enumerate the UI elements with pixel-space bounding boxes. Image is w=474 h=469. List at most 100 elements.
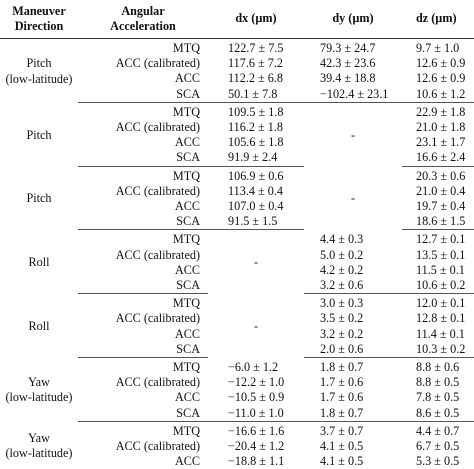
dx-cell: 107.0 ± 0.4 <box>208 199 304 214</box>
dy-merged-cell: - <box>304 166 402 230</box>
acceleration-cell: MTQ <box>78 39 208 57</box>
dy-cell: 4.2 ± 0.2 <box>304 263 402 278</box>
dy-cell: 3.5 ± 0.2 <box>304 311 402 326</box>
dz-cell: 13.5 ± 0.1 <box>402 248 474 263</box>
dz-cell: 18.6 ± 1.5 <box>402 214 474 230</box>
acceleration-cell: ACC <box>78 199 208 214</box>
dx-cell: 116.2 ± 1.8 <box>208 120 304 135</box>
dx-cell: −16.6 ± 1.6 <box>208 421 304 439</box>
dz-cell: 19.7 ± 0.4 <box>402 199 474 214</box>
maneuver-direction-cell: Yaw(low-latitude) <box>0 358 78 422</box>
acceleration-cell: MTQ <box>78 166 208 184</box>
dz-cell: 7.8 ± 0.5 <box>402 390 474 405</box>
acceleration-cell: MTQ <box>78 102 208 120</box>
header-angular-acceleration: Angular Acceleration <box>78 0 208 39</box>
dz-cell: 11.5 ± 0.1 <box>402 263 474 278</box>
maneuver-direction-cell: Roll <box>0 294 78 358</box>
dz-cell: 8.8 ± 0.6 <box>402 358 474 376</box>
dz-cell: 12.8 ± 0.1 <box>402 311 474 326</box>
header-dz: dz (µm) <box>402 0 474 39</box>
dy-cell: 5.0 ± 0.2 <box>304 248 402 263</box>
acceleration-cell: ACC (calibrated) <box>78 439 208 454</box>
dy-cell: 1.7 ± 0.6 <box>304 375 402 390</box>
dy-cell: 3.2 ± 0.2 <box>304 327 402 342</box>
dx-cell: −11.0 ± 1.0 <box>208 406 304 422</box>
dx-cell: 105.6 ± 1.8 <box>208 135 304 150</box>
dx-merged-cell: - <box>208 230 304 294</box>
dy-cell: 1.8 ± 0.7 <box>304 358 402 376</box>
dz-cell: 4.4 ± 0.7 <box>402 421 474 439</box>
dy-cell: 42.3 ± 23.6 <box>304 56 402 71</box>
maneuver-direction-cell: Pitch(low-latitude) <box>0 39 78 103</box>
acceleration-cell: ACC <box>78 454 208 469</box>
dy-cell: 3.7 ± 0.7 <box>304 421 402 439</box>
dy-cell: 2.0 ± 0.6 <box>304 342 402 358</box>
dy-cell: 3.2 ± 0.6 <box>304 278 402 294</box>
acceleration-cell: ACC <box>78 135 208 150</box>
dy-cell: 3.0 ± 0.3 <box>304 294 402 312</box>
acceleration-cell: SCA <box>78 87 208 103</box>
dx-cell: −6.0 ± 1.2 <box>208 358 304 376</box>
dz-cell: 9.7 ± 1.0 <box>402 39 474 57</box>
dz-cell: 12.0 ± 0.1 <box>402 294 474 312</box>
dz-cell: 21.0 ± 0.4 <box>402 184 474 199</box>
maneuver-direction-cell: Roll <box>0 230 78 294</box>
dy-cell: −102.4 ± 23.1 <box>304 87 402 103</box>
acceleration-cell: SCA <box>78 342 208 358</box>
dx-cell: −18.8 ± 1.1 <box>208 454 304 469</box>
acceleration-cell: MTQ <box>78 230 208 248</box>
maneuver-direction-cell: Pitch <box>0 166 78 230</box>
maneuver-direction-cell: Pitch <box>0 102 78 166</box>
acceleration-cell: ACC <box>78 263 208 278</box>
dx-cell: −20.4 ± 1.2 <box>208 439 304 454</box>
dy-cell: 4.1 ± 0.5 <box>304 439 402 454</box>
acceleration-cell: MTQ <box>78 294 208 312</box>
acceleration-cell: MTQ <box>78 421 208 439</box>
dz-cell: 10.6 ± 1.2 <box>402 87 474 103</box>
dz-cell: 11.4 ± 0.1 <box>402 327 474 342</box>
acceleration-cell: SCA <box>78 278 208 294</box>
dz-cell: 12.6 ± 0.9 <box>402 56 474 71</box>
dx-cell: −12.2 ± 1.0 <box>208 375 304 390</box>
dz-cell: 8.6 ± 0.5 <box>402 406 474 422</box>
dz-cell: 22.9 ± 1.8 <box>402 102 474 120</box>
dy-cell: 79.3 ± 24.7 <box>304 39 402 57</box>
dz-cell: 20.3 ± 0.6 <box>402 166 474 184</box>
acceleration-cell: SCA <box>78 406 208 422</box>
acceleration-cell: ACC (calibrated) <box>78 375 208 390</box>
dx-cell: 91.5 ± 1.5 <box>208 214 304 230</box>
dz-cell: 6.7 ± 0.5 <box>402 439 474 454</box>
header-dy: dy (µm) <box>304 0 402 39</box>
dz-cell: 10.6 ± 0.2 <box>402 278 474 294</box>
dy-cell: 39.4 ± 18.8 <box>304 71 402 86</box>
dy-merged-cell: - <box>304 102 402 166</box>
dz-cell: 12.7 ± 0.1 <box>402 230 474 248</box>
dy-cell: 1.8 ± 0.7 <box>304 406 402 422</box>
dz-cell: 12.6 ± 0.9 <box>402 71 474 86</box>
dy-cell: 4.1 ± 0.5 <box>304 454 402 469</box>
acceleration-cell: ACC (calibrated) <box>78 120 208 135</box>
acceleration-cell: ACC (calibrated) <box>78 311 208 326</box>
dz-cell: 23.1 ± 1.7 <box>402 135 474 150</box>
dx-cell: −10.5 ± 0.9 <box>208 390 304 405</box>
dz-cell: 8.8 ± 0.5 <box>402 375 474 390</box>
dx-cell: 117.6 ± 7.2 <box>208 56 304 71</box>
acceleration-cell: ACC (calibrated) <box>78 184 208 199</box>
dx-cell: 122.7 ± 7.5 <box>208 39 304 57</box>
dx-cell: 109.5 ± 1.8 <box>208 102 304 120</box>
maneuver-direction-cell: Yaw(low-latitude) <box>0 421 78 469</box>
dx-cell: 91.9 ± 2.4 <box>208 150 304 166</box>
acceleration-cell: ACC (calibrated) <box>78 56 208 71</box>
acceleration-cell: SCA <box>78 214 208 230</box>
dy-cell: 4.4 ± 0.3 <box>304 230 402 248</box>
dx-cell: 50.1 ± 7.8 <box>208 87 304 103</box>
dx-cell: 113.4 ± 0.4 <box>208 184 304 199</box>
dx-cell: 106.9 ± 0.6 <box>208 166 304 184</box>
